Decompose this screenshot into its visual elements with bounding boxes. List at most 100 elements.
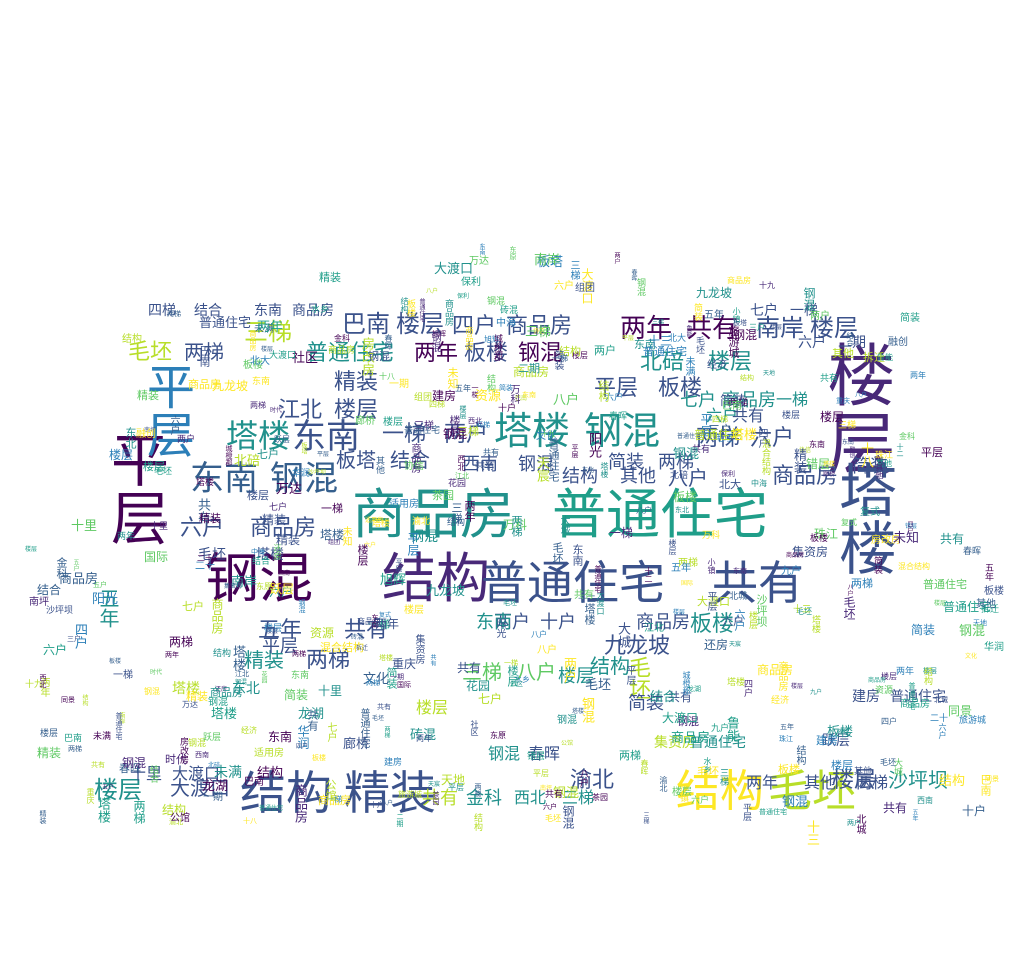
cloud-word-small: 商品房 xyxy=(513,365,550,379)
cloud-word: 板楼 xyxy=(658,376,703,401)
cloud-word: 南岸 xyxy=(756,314,804,342)
cloud-word-small: 板楼 xyxy=(827,725,854,740)
cloud-word-small: 水乡 xyxy=(514,675,530,684)
cloud-word-small: 楼层 xyxy=(770,324,783,331)
cloud-word: 二期 xyxy=(838,335,866,351)
cloud-word-small: 商品房 xyxy=(443,299,453,326)
cloud-word-small: 中海 xyxy=(751,479,767,488)
cloud-word-small: 精装 xyxy=(186,690,208,703)
cloud-word-small: 结构 xyxy=(597,380,610,402)
cloud-word-small: 还房 xyxy=(273,544,282,560)
cloud-word-small: 两梯 xyxy=(728,398,748,409)
cloud-word-small: 两梯 xyxy=(619,749,641,762)
cloud-word-small: 十三 xyxy=(804,820,819,846)
cloud-word-small: 楼层 xyxy=(40,729,59,739)
cloud-word-small: 共有 xyxy=(195,498,210,524)
cloud-word-small: 三梯 xyxy=(718,768,728,786)
cloud-word-small: 公馆 xyxy=(324,779,337,801)
cloud-word-small: 九户 xyxy=(711,724,730,734)
cloud-word-small: 十八 xyxy=(379,372,395,381)
cloud-word-small: 毛坯 xyxy=(551,542,564,564)
cloud-word-small: 共有 xyxy=(475,461,495,472)
cloud-word-small: 塔楼 xyxy=(583,603,596,625)
cloud-word-small: 一期 xyxy=(390,673,404,681)
cloud-word-small: 十九 xyxy=(25,680,44,690)
cloud-word-small: 天宸 xyxy=(428,781,441,788)
cloud-word-small: 二期 xyxy=(518,362,540,375)
cloud-word-small: 南坪 xyxy=(144,427,157,434)
cloud-word-small: 龙湖 xyxy=(298,707,325,722)
cloud-word-small: 文化 xyxy=(363,672,390,687)
cloud-word-small: 同景 xyxy=(61,696,75,704)
cloud-word-small: 楼层 xyxy=(448,415,461,437)
cloud-word-small: 板楼 xyxy=(405,299,415,317)
cloud-word-small: 万达 xyxy=(276,482,303,497)
cloud-word-small: 板楼 xyxy=(673,490,698,504)
cloud-word-small: 跃层 xyxy=(203,733,222,743)
cloud-word-small: 共有 xyxy=(820,374,839,384)
cloud-word-small: 建房 xyxy=(384,758,403,768)
cloud-word-small: 三梯 xyxy=(642,812,649,824)
cloud-word-small: 协信 xyxy=(404,461,424,472)
cloud-word-small: 一梯 xyxy=(321,502,343,515)
cloud-word-small: 复式 xyxy=(841,518,857,527)
cloud-word-small: 两年 xyxy=(416,734,432,743)
cloud-word: 九龙坡 xyxy=(604,634,671,659)
cloud-word-small: 五户 xyxy=(102,784,115,791)
cloud-word-small: 结构 xyxy=(939,774,966,789)
cloud-word-small: 鲁能 xyxy=(685,325,692,337)
cloud-word-small: 金科 xyxy=(55,557,68,579)
cloud-word-small: 九户 xyxy=(810,689,823,696)
cloud-word-small: 跃层 xyxy=(274,435,290,444)
cloud-word-small: 楼层 xyxy=(247,489,269,502)
cloud-word-small: 八户 xyxy=(537,645,557,656)
cloud-word-small: 六户 xyxy=(938,723,947,739)
cloud-word-small: 资源 xyxy=(875,686,894,696)
cloud-word-small: 毛坯 xyxy=(694,336,704,354)
cloud-word-small: 北大 xyxy=(250,356,270,367)
cloud-word-small: 平层 xyxy=(705,591,716,611)
cloud-word-small: 混合结构 xyxy=(898,562,930,571)
cloud-word-small: 板塔 xyxy=(733,319,747,327)
cloud-word-small: 简装 xyxy=(692,303,702,321)
cloud-word-small: 九龙坡 xyxy=(696,286,733,300)
cloud-word: 塔楼 xyxy=(172,681,200,697)
cloud-word: 金科 xyxy=(466,788,502,809)
cloud-word-small: 毛坯 xyxy=(715,434,734,444)
cloud-word-small: 西南 xyxy=(278,570,291,577)
cloud-word-small: 东南 xyxy=(733,567,747,575)
cloud-word: 东南 xyxy=(476,612,512,633)
cloud-word-small: 两年 xyxy=(257,320,284,335)
cloud-word-small: 大渡口 xyxy=(580,268,594,304)
cloud-word-small: 共有 xyxy=(91,761,105,769)
cloud-word: 西南 xyxy=(462,454,498,475)
cloud-word: 商品房 xyxy=(292,303,334,319)
cloud-word-small: 六户 xyxy=(554,281,574,292)
cloud-word-small: 三梯 xyxy=(450,502,463,524)
cloud-word-small: 钢混 xyxy=(144,687,160,696)
cloud-word-small: 钢混 xyxy=(802,287,816,311)
cloud-word-small: 北碚 xyxy=(208,762,221,769)
cloud-word-small: 社区 xyxy=(292,351,319,366)
cloud-word: 楼层 xyxy=(810,314,858,342)
cloud-word: 商品房 xyxy=(506,314,573,339)
cloud-word-small: 五户 xyxy=(93,581,107,589)
cloud-word: 结合 xyxy=(390,448,430,472)
cloud-word-small: 两梯 xyxy=(474,783,482,797)
cloud-word-small: 普通住宅 xyxy=(404,426,441,436)
cloud-word: 简装 xyxy=(628,693,664,714)
cloud-word-small: 楼层 xyxy=(356,544,369,566)
cloud-word-small: 塔楼 xyxy=(230,645,245,671)
cloud-word-small: 三梯 xyxy=(568,260,579,280)
cloud-word-small: 珠江 xyxy=(779,735,793,743)
cloud-word: 三梯 xyxy=(562,788,595,807)
cloud-word-small: 楼层 xyxy=(25,546,38,553)
cloud-word-small: 共有 xyxy=(429,654,436,666)
cloud-word: 一梯 xyxy=(790,303,818,319)
cloud-word-small: 结合 xyxy=(650,690,677,705)
cloud-word: 楼层 xyxy=(832,768,877,793)
cloud-word-small: 板楼 xyxy=(312,754,326,762)
cloud-word: 一梯 xyxy=(776,390,809,409)
cloud-word: 结构 xyxy=(676,766,764,817)
